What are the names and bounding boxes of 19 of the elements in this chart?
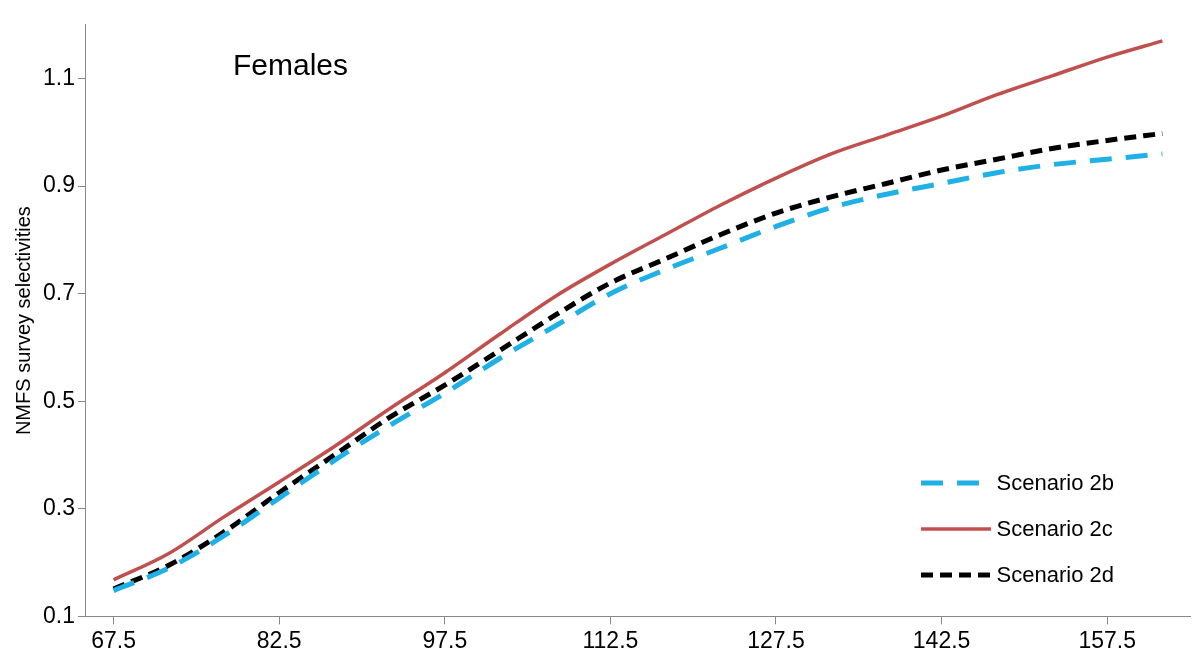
legend-label: Scenario 2b: [996, 470, 1114, 496]
x-tick-label: 142.5: [912, 626, 971, 653]
y-axis-title: NMFS survey selectivities: [11, 206, 34, 436]
y-tick-label: 0.3: [42, 494, 75, 521]
x-tick-label: 127.5: [747, 626, 805, 653]
y-tick-label: 0.9: [42, 171, 75, 198]
x-tick-label: 82.5: [256, 626, 302, 653]
y-tick-label: 0.7: [42, 279, 75, 306]
x-tick-label: 112.5: [582, 626, 639, 653]
y-tick-label: 0.5: [42, 386, 75, 413]
x-tick-label: 67.5: [91, 626, 136, 653]
y-tick-label: 1.1: [42, 63, 75, 90]
line-series: [111, 39, 1165, 582]
text: Females: [233, 48, 349, 82]
legend-label: Scenario 2d: [996, 562, 1114, 588]
x-tick-label: 97.5: [422, 626, 468, 653]
legend-label: Scenario 2c: [996, 516, 1113, 542]
y-tick-label: 0.1: [42, 601, 75, 628]
x-tick-label: 157.5: [1078, 626, 1136, 653]
